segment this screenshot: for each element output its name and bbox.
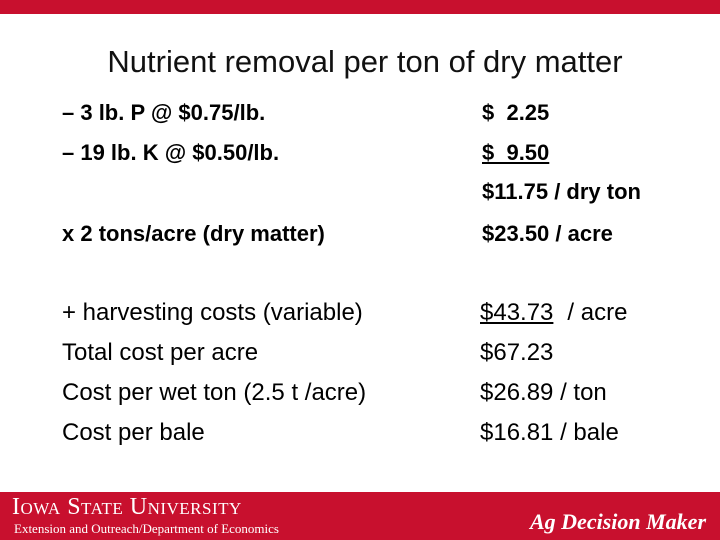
row-label: – 3 lb. P @ $0.75/lb.: [62, 100, 266, 125]
row-amount: $26.89 / ton: [480, 379, 607, 406]
row-amount: $67.23: [480, 339, 554, 366]
footer-bar: [0, 492, 720, 540]
row-amount: $11.75 / dry ton: [482, 179, 641, 204]
top-bar: [0, 0, 720, 14]
row-label: + harvesting costs (variable): [62, 299, 363, 326]
row-label: Cost per wet ton (2.5 t /acre): [62, 379, 367, 406]
row-label: x 2 tons/acre (dry matter): [62, 221, 325, 246]
brand: Ag Decision Maker: [530, 509, 706, 534]
row-amount: $ 2.25: [482, 100, 550, 125]
row-amount: $43.73: [480, 299, 554, 326]
slide-title: Nutrient removal per ton of dry matter: [107, 44, 623, 79]
department: Extension and Outreach/Department of Eco…: [14, 521, 279, 536]
row-label: Cost per bale: [62, 419, 205, 446]
row-label: Total cost per acre: [62, 339, 259, 366]
row-amount: $23.50 / acre: [482, 221, 613, 246]
university-name: Iowa State University: [12, 494, 242, 520]
row-amount: $ 9.50: [482, 140, 550, 165]
row-amount: $16.81 / bale: [480, 419, 619, 446]
row-amount-unit: / acre: [567, 299, 628, 326]
row-label: – 19 lb. K @ $0.50/lb.: [62, 140, 280, 165]
